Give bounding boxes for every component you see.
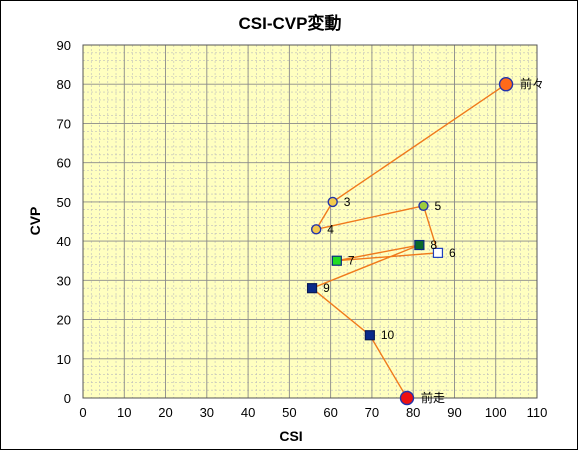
data-point [400,392,413,405]
y-tick-label: 30 [57,273,71,288]
x-tick-label: 40 [241,405,255,420]
x-tick-label: 20 [158,405,172,420]
data-label: 5 [435,199,442,213]
y-tick-label: 40 [57,234,71,249]
y-axis-label: CVP [27,207,43,236]
x-tick-label: 50 [282,405,296,420]
data-label: 4 [327,222,334,236]
data-point [500,78,513,91]
data-point [308,284,317,293]
y-tick-label: 80 [57,77,71,92]
data-point [419,201,428,210]
data-label: 6 [449,246,456,260]
x-tick-label: 100 [485,405,507,420]
data-label: 前走 [421,390,445,405]
plot-area: 0 10 20 30 40 50 60 70 80 90 100 110 0 10 20 30 40 50 60 70… [57,38,548,420]
x-tick-label: 30 [200,405,214,420]
data-label: 7 [348,254,355,268]
chart-title: CSI-CVP変動 [239,13,342,33]
y-tick-label: 0 [64,391,71,406]
y-tick-label: 20 [57,313,71,328]
data-point [332,256,341,265]
y-tick-label: 10 [57,352,71,367]
x-tick-label: 10 [117,405,131,420]
data-point [415,241,424,250]
data-point [312,225,321,234]
y-tick-label: 50 [57,195,71,210]
x-tick-label: 90 [447,405,461,420]
y-tick-label: 70 [57,116,71,131]
x-tick-label: 0 [79,405,86,420]
data-label: 3 [344,195,351,209]
data-label: 8 [430,238,437,252]
plot-background [83,45,537,398]
data-point [365,331,374,340]
y-tick-label: 60 [57,156,71,171]
x-tick-label: 80 [406,405,420,420]
x-tick-label: 110 [527,405,548,420]
x-tick-label: 60 [323,405,337,420]
x-tick-label: 70 [365,405,379,420]
data-label: 10 [381,328,395,342]
data-label: 前々 [520,76,544,91]
y-tick-label: 90 [57,38,71,53]
x-axis-label: CSI [279,428,302,444]
data-point [328,197,337,206]
data-label: 9 [323,281,330,295]
